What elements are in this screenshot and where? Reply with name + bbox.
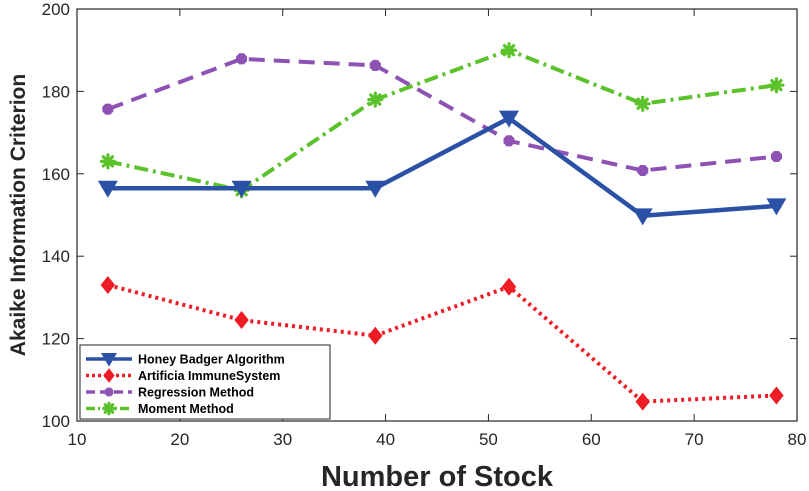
series-line-honey-badger-algorithm (107, 115, 777, 219)
data-point-honey-badger-algorithm (632, 208, 653, 226)
data-point-artificia-immunesystem (234, 311, 249, 330)
data-point-moment-method (367, 91, 384, 108)
y-tick-label: 140 (42, 247, 70, 266)
x-tick-label: 70 (685, 430, 704, 449)
series-layer (97, 42, 787, 411)
data-point-regression-method (236, 53, 248, 65)
series-artificia-immunesystem (100, 276, 784, 411)
data-point-artificia-immunesystem (100, 276, 116, 295)
legend-marker-artificia-immunesystem (103, 368, 115, 383)
x-tick-label: 60 (582, 430, 601, 449)
x-tick-label: 30 (273, 430, 292, 449)
axis-ticks: 10 20 30 40 50 60 70 80 100 120 140 160 180 200 (42, 0, 807, 449)
data-point-honey-badger-algorithm (499, 110, 519, 128)
legend-label-regression-method: Regression Method (138, 386, 254, 400)
series-line-regression-method (107, 56, 777, 173)
x-tick-label: 50 (479, 430, 498, 449)
plot-frame (76, 8, 798, 422)
data-point-honey-badger-algorithm (766, 198, 787, 216)
x-tick-label: 10 (68, 430, 87, 449)
data-point-moment-method (500, 42, 518, 59)
data-point-artificia-immunesystem (368, 326, 383, 345)
data-point-honey-badger-algorithm (231, 180, 252, 198)
x-axis-title: Number of Stock (321, 461, 554, 491)
data-point-regression-method (102, 103, 114, 115)
y-tick-label: 100 (42, 412, 70, 431)
legend-marker-moment-method (102, 401, 116, 416)
y-tick-label: 160 (42, 165, 70, 184)
legend-marker-regression-method (104, 387, 114, 397)
data-point-honey-badger-algorithm (365, 180, 386, 198)
y-tick-label: 200 (42, 0, 70, 19)
series-regression-method (102, 53, 782, 176)
x-tick-label: 20 (170, 430, 189, 449)
data-point-moment-method (634, 95, 651, 112)
data-point-artificia-immunesystem (501, 277, 517, 296)
data-point-artificia-immunesystem (635, 392, 650, 411)
legend-label-moment-method: Moment Method (138, 402, 234, 416)
data-point-regression-method (369, 59, 381, 71)
data-point-regression-method (637, 165, 649, 176)
legend-marker-honey-badger-algorithm (101, 353, 117, 367)
y-axis-title: Akaike Information Criterion (7, 74, 30, 356)
data-point-regression-method (770, 151, 782, 162)
data-point-moment-method (99, 153, 116, 170)
data-point-honey-badger-algorithm (97, 180, 118, 198)
series-honey-badger-algorithm (97, 110, 787, 226)
legend: Honey Badger Algorithm Artificia ImmuneSy… (79, 344, 331, 420)
data-point-artificia-immunesystem (769, 386, 784, 405)
series-line-moment-method (107, 48, 777, 193)
series-line-artificia-immunesystem (107, 283, 777, 404)
y-tick-label: 180 (42, 82, 70, 101)
legend-label-artificia-immunesystem: Artificia ImmuneSystem (138, 369, 280, 383)
x-tick-label: 80 (788, 430, 807, 449)
x-tick-label: 40 (376, 430, 395, 449)
data-point-moment-method (768, 77, 785, 94)
data-point-regression-method (503, 135, 515, 147)
y-tick-label: 120 (42, 330, 70, 349)
legend-label-honey-badger-algorithm: Honey Badger Algorithm (138, 353, 285, 367)
